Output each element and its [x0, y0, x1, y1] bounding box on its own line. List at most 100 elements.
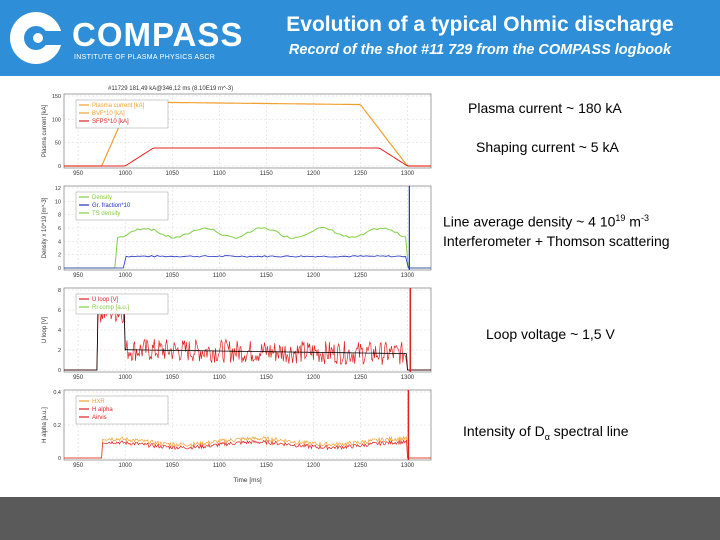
annotation-loop-voltage: Loop voltage ~ 1,5 V: [486, 326, 615, 342]
x-tick-label: 950: [73, 463, 84, 469]
header-bar: COMPASS INSTITUTE OF PLASMA PHYSICS ASCR…: [0, 0, 720, 76]
x-tick-label: 1300: [401, 375, 415, 381]
y-tick-label: 0: [58, 456, 61, 462]
legend-label: BVF*10 [kA]: [92, 111, 125, 117]
x-tick-label: 1250: [354, 375, 368, 381]
y-tick-label: 100: [52, 117, 61, 123]
x-tick-label: 1300: [401, 463, 415, 469]
legend-box: [75, 293, 169, 315]
shaping-current-line: [64, 147, 431, 167]
x-tick-label: 1150: [260, 273, 274, 279]
y-tick-label: 0.2: [53, 423, 61, 429]
legend-label: Plasma current [kA]: [92, 103, 145, 109]
density-line: [64, 226, 431, 269]
y-tick-label: 6: [58, 226, 61, 232]
x-tick-label: 950: [73, 375, 84, 381]
legend-label: Ri comp [a.u.]: [92, 305, 129, 311]
y-axis-label: Density x 10^19 [m^-3]: [42, 197, 48, 258]
y-tick-label: 6: [58, 308, 61, 314]
y-tick-label: 2: [58, 348, 61, 354]
annotation-density-exponent: 19: [615, 213, 626, 223]
x-tick-label: 1000: [118, 171, 132, 177]
x-tick-label: 1300: [401, 171, 415, 177]
y-axis-label: Plasma current [kA]: [42, 104, 48, 157]
x-tick-label: 950: [73, 273, 84, 279]
compass-logo-icon: [10, 12, 64, 64]
legend-label: TS density: [92, 211, 120, 217]
y-tick-label: 2: [58, 253, 61, 259]
x-tick-label: 1200: [307, 375, 321, 381]
y-tick-label: 0.4: [53, 390, 61, 396]
x-tick-label: 1250: [354, 463, 368, 469]
annotation-dalpha-text: Intensity of D: [463, 423, 545, 439]
x-tick-label: 1250: [354, 273, 368, 279]
y-tick-label: 0: [58, 368, 61, 374]
greenwald-fraction-line: [64, 255, 431, 269]
annotation-density-method: Interferometer + Thomson scattering: [443, 233, 670, 249]
y-tick-label: 8: [58, 213, 61, 219]
slide-subtitle: Record of the shot #11 729 from the COMP…: [288, 42, 672, 58]
x-tick-label: 1000: [118, 273, 132, 279]
annotation-dalpha-suffix: spectral line: [549, 423, 629, 439]
legend-label: Airvis: [92, 415, 107, 421]
footer-bar: [0, 497, 720, 540]
discharge-figure: #11729 181,49 kA@346,12 ms (8.10E19 m^-3…: [42, 86, 432, 484]
x-tick-label: 1050: [166, 375, 180, 381]
legend-label: Gr. fraction*10: [92, 203, 131, 209]
y-tick-label: 8: [58, 288, 61, 294]
y-tick-label: 0: [58, 266, 61, 272]
y-axis-label: H alpha [a.u.]: [42, 407, 48, 443]
annotation-density-text: Line average density ~ 4 10: [443, 213, 616, 230]
legend-label: Density: [92, 195, 112, 201]
x-tick-label: 1100: [213, 171, 227, 177]
legend-box: [75, 191, 169, 221]
x-tick-label: 1050: [166, 463, 180, 469]
annotation-dalpha: Intensity of Dα spectral line: [463, 423, 629, 442]
x-tick-label: 1100: [213, 463, 227, 469]
x-tick-label: 1150: [260, 375, 274, 381]
legend-label: HXR: [92, 399, 105, 405]
y-tick-label: 10: [55, 199, 61, 205]
x-tick-label: 1050: [166, 273, 180, 279]
x-axis-label: Time [ms]: [233, 477, 261, 484]
annotation-dalpha-subscript: α: [544, 431, 550, 442]
y-axis-label: U loop [V]: [42, 317, 48, 344]
y-tick-label: 4: [58, 239, 61, 245]
logo-wordmark: COMPASS: [72, 16, 244, 53]
logo-subtitle: INSTITUTE OF PLASMA PHYSICS ASCR: [74, 54, 216, 61]
x-tick-label: 1150: [260, 171, 274, 177]
x-tick-label: 1150: [260, 463, 274, 469]
shot-header: #11729 181,49 kA@346,12 ms (8.10E19 m^-3…: [108, 86, 233, 92]
x-tick-label: 1300: [401, 273, 415, 279]
x-tick-label: 1100: [213, 273, 227, 279]
y-tick-label: 4: [58, 328, 61, 334]
annotation-density: Line average density ~ 4 1019 m-3: [443, 213, 649, 230]
y-tick-label: 12: [55, 186, 61, 192]
x-tick-label: 1250: [354, 171, 368, 177]
airvis-line: [64, 435, 431, 459]
h-alpha-line: [64, 439, 431, 459]
y-tick-label: 0: [58, 164, 61, 170]
x-tick-label: 1200: [307, 171, 321, 177]
y-tick-label: 150: [52, 94, 61, 100]
compass-logo: COMPASS INSTITUTE OF PLASMA PHYSICS ASCR: [8, 10, 242, 66]
legend-label: SFPS*10 [kA]: [92, 119, 129, 125]
legend-box: [75, 395, 169, 425]
loop-voltage-average-line: [64, 311, 431, 371]
annotation-density-unit: m: [625, 213, 641, 230]
x-tick-label: 1000: [118, 375, 132, 381]
y-tick-label: 50: [55, 141, 61, 147]
legend-label: U loop [V]: [92, 297, 119, 303]
annotation-density-unit-exponent: -3: [640, 213, 649, 223]
legend-box: [75, 99, 169, 129]
x-tick-label: 1000: [118, 463, 132, 469]
x-tick-label: 950: [73, 171, 84, 177]
annotation-shaping-current: Shaping current ~ 5 kA: [476, 139, 619, 155]
slide-title: Evolution of a typical Ohmic discharge: [286, 13, 674, 36]
annotation-plasma-current: Plasma current ~ 180 kA: [468, 100, 622, 116]
x-tick-label: 1200: [307, 463, 321, 469]
x-tick-label: 1100: [213, 375, 227, 381]
x-tick-label: 1050: [166, 171, 180, 177]
x-tick-label: 1200: [307, 273, 321, 279]
legend-label: H alpha: [92, 407, 113, 413]
